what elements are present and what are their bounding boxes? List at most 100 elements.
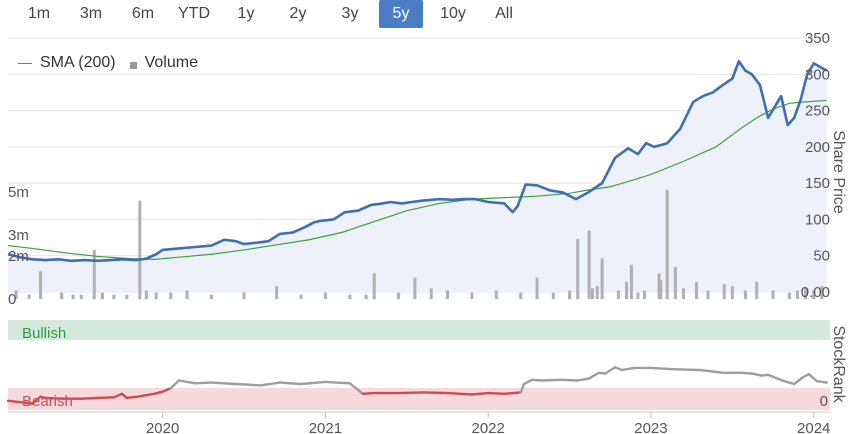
volume-tick-label: 3m (8, 227, 29, 244)
stockrank-line-segment (530, 378, 542, 382)
stockrank-line-segment (397, 391, 425, 395)
stockrank-line-segment (421, 391, 449, 395)
volume-bar (494, 290, 498, 299)
stockrank-line-segment (137, 392, 156, 398)
volume-bar (576, 239, 580, 299)
volume-bar (629, 264, 633, 299)
stockrank-line-segment (177, 379, 197, 385)
stockrank-line-segment (153, 390, 164, 395)
volume-bar (743, 290, 747, 299)
sma-legend-swatch (18, 62, 32, 64)
range-button-5y[interactable]: 5y (379, 0, 423, 28)
range-button-1m[interactable]: 1m (27, 5, 51, 22)
chart-legend: SMA (200) Volume (18, 54, 198, 72)
stockrank-line-segment (96, 396, 116, 400)
stockrank-line-segment (161, 387, 172, 393)
volume-bar (787, 292, 791, 299)
range-selector: 1m 3m 6m YTD 1y 2y 3y 5y 10y All (0, 0, 540, 30)
volume-bar (587, 230, 591, 299)
stockrank-line-segment (522, 378, 534, 386)
stockrank-line-segment (807, 373, 819, 383)
volume-legend-label[interactable]: Volume (144, 54, 198, 71)
stockrank-line-segment (446, 391, 474, 396)
price-tick-label: 50 (813, 248, 830, 265)
stockrank-tick-label: 0 (820, 393, 828, 410)
range-button-2y[interactable]: 2y (289, 5, 307, 22)
stockrank-line-segment (31, 395, 42, 405)
stockrank-line-segment (539, 378, 563, 382)
volume-bar (730, 286, 734, 299)
stockrank-line-segment (125, 395, 140, 400)
range-button-1y[interactable]: 1y (237, 5, 255, 22)
volume-bar (657, 273, 661, 299)
volume-bar (79, 294, 83, 299)
volume-bar (625, 281, 629, 299)
volume-bar (323, 292, 327, 299)
stockrank-line-segment (361, 391, 376, 395)
stockrank-axis-title: StockRank (830, 325, 847, 403)
stockrank-line-segment (259, 381, 282, 387)
stockrank-line-segment (519, 382, 526, 394)
bearish-band (8, 388, 830, 410)
bullish-label: Bullish (22, 325, 66, 342)
volume-bar (185, 290, 189, 299)
stockrank-line-segment (169, 379, 181, 390)
range-button-3m[interactable]: 3m (79, 5, 103, 22)
stockrank-line-segment (560, 378, 579, 382)
stockrank-line-segment (193, 381, 213, 385)
stockrank-line-segment (783, 380, 796, 386)
range-button-6m[interactable]: 6m (131, 5, 155, 22)
x-axis-tick-label: 2020 (146, 420, 179, 434)
range-button-3y[interactable]: 3y (341, 5, 359, 22)
volume-bar (429, 288, 433, 299)
volume-bar (636, 292, 640, 299)
range-button-ytd[interactable]: YTD (178, 5, 210, 22)
volume-bar (397, 292, 401, 299)
stockrank-line-segment (792, 376, 804, 386)
volume-bar (722, 284, 726, 299)
volume-bar (169, 292, 173, 299)
stockrank-line-segment (620, 366, 636, 372)
volume-bar (60, 292, 64, 299)
price-tick-label: 300 (805, 66, 830, 83)
stockrank-line-segment (576, 377, 591, 382)
share-price-line (7, 59, 828, 263)
stockrank-line-segment (210, 381, 238, 386)
stockrank-line-segment (801, 373, 811, 379)
volume-bar (755, 281, 759, 299)
stockrank-line-segment (470, 391, 490, 396)
stockrank-line-segment (698, 368, 726, 374)
volume-bar (535, 277, 539, 299)
volume-bar (519, 292, 523, 299)
bearish-label: Bearish (22, 393, 73, 410)
volume-bar (27, 294, 31, 299)
stockrank-line-segment (649, 366, 677, 371)
volume-bar (795, 290, 799, 299)
sma-legend-label[interactable]: SMA (200) (40, 54, 116, 71)
stockrank-line-segment (112, 392, 124, 399)
volume-tick-label: 2m (8, 248, 29, 265)
stockrank-line-segment (299, 380, 327, 386)
volume-tick-label: 0 (8, 291, 16, 308)
volume-bar (125, 294, 129, 299)
price-area (8, 61, 827, 293)
range-button-all[interactable]: All (495, 5, 513, 22)
volume-bar (14, 290, 18, 299)
stockrank-line-segment (348, 382, 365, 395)
stockrank-line-segment (486, 391, 506, 395)
stockrank-line-segment (44, 396, 67, 400)
volume-bar (695, 281, 699, 299)
share-price-axis-title: Share Price (830, 130, 847, 214)
volume-bar (138, 200, 142, 299)
volume-legend-swatch (129, 61, 137, 69)
volume-bar (659, 279, 663, 299)
range-button-10y[interactable]: 10y (440, 5, 466, 22)
volume-bar (348, 294, 352, 299)
volume-bar (209, 294, 213, 299)
volume-bar (600, 258, 604, 299)
stockrank-line-segment (6, 399, 34, 405)
volume-bar (154, 292, 158, 299)
bullish-band (8, 320, 830, 340)
volume-bar (665, 189, 669, 299)
